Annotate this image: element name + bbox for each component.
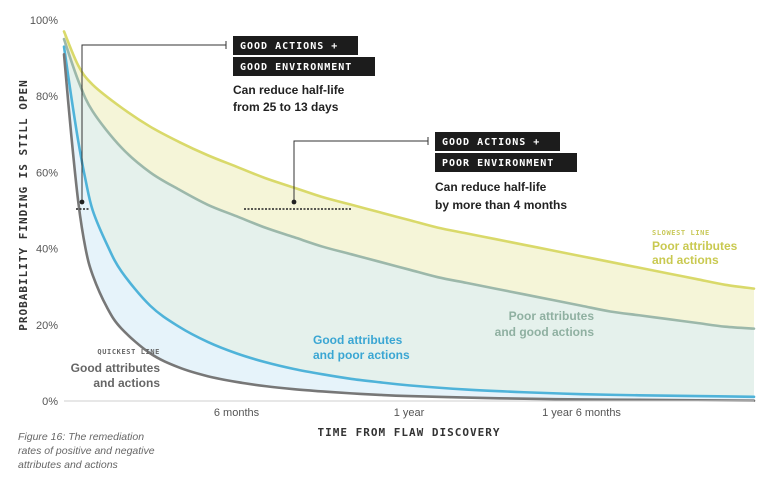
series-label-good-poor-2: and poor actions bbox=[313, 348, 410, 362]
callout-1-text-1: Can reduce half-life bbox=[233, 83, 345, 97]
area-fills bbox=[64, 31, 754, 401]
line-good-attributes-and-actions bbox=[62, 52, 756, 402]
label-good-poor: Good attributes and poor actions bbox=[313, 333, 410, 362]
callout-1-title-2: GOOD ENVIRONMENT bbox=[240, 62, 352, 73]
label-quickest-line: QUICKEST LINE Good attributes and action… bbox=[71, 348, 161, 390]
series-label-poor-poor-1: Poor attributes bbox=[652, 239, 738, 253]
y-axis-title: PROBABILITY FINDING IS STILL OPEN bbox=[17, 79, 30, 331]
y-tick-label: 40% bbox=[36, 244, 58, 256]
callout-1-title-1: GOOD ACTIONS + bbox=[240, 41, 338, 52]
slowest-line-tag: SLOWEST LINE bbox=[652, 229, 710, 237]
y-tick-label: 0% bbox=[42, 396, 58, 408]
x-tick-label: 1 year bbox=[394, 407, 425, 419]
callout-2-dot bbox=[291, 199, 297, 205]
callout-2-text-1: Can reduce half-life bbox=[435, 180, 547, 194]
callout-1-box-line-1 bbox=[233, 36, 358, 55]
y-tick-label: 60% bbox=[36, 167, 58, 179]
y-tick-label: 100% bbox=[30, 15, 58, 27]
y-axis-ticks: 0% 20% 40% 60% 80% 100% bbox=[30, 15, 58, 408]
callout-2-box-line-2 bbox=[435, 153, 577, 172]
callout-1-box-line-2 bbox=[233, 57, 375, 76]
callout-poor-environment: GOOD ACTIONS + POOR ENVIRONMENT Can redu… bbox=[244, 132, 577, 212]
series-label-good-good-1: Good attributes bbox=[71, 361, 161, 375]
quickest-line-tag: QUICKEST LINE bbox=[97, 348, 160, 356]
callout-2-box-line-1 bbox=[435, 132, 560, 151]
callout-good-environment: GOOD ACTIONS + GOOD ENVIRONMENT Can redu… bbox=[76, 36, 375, 210]
x-axis-ticks: 6 months 1 year 1 year 6 months bbox=[214, 407, 622, 419]
fill-between-poor-good-and-good-poor bbox=[64, 39, 754, 397]
callout-2-title-1: GOOD ACTIONS + bbox=[442, 137, 540, 148]
series-lines bbox=[62, 30, 756, 402]
y-tick-label: 20% bbox=[36, 320, 58, 332]
label-poor-good: Poor attributes and good actions bbox=[495, 309, 595, 339]
callout-1-text-2: from 25 to 13 days bbox=[233, 100, 339, 114]
callout-1-dot bbox=[79, 199, 85, 205]
callout-2-text-2: by more than 4 months bbox=[435, 198, 567, 212]
series-label-poor-poor-2: and actions bbox=[652, 253, 719, 267]
callout-2-leader bbox=[293, 140, 428, 202]
series-label-good-poor-1: Good attributes bbox=[313, 333, 403, 347]
series-label-poor-good-1: Poor attributes bbox=[509, 309, 595, 323]
line-good-attributes-and-poor-actions bbox=[62, 45, 756, 399]
series-label-good-good-2: and actions bbox=[93, 376, 160, 390]
x-tick-label: 6 months bbox=[214, 407, 260, 419]
line-poor-attributes-and-good-actions bbox=[62, 37, 756, 330]
label-slowest-line: SLOWEST LINE Poor attributes and actions bbox=[652, 229, 738, 267]
x-axis-title: TIME FROM FLAW DISCOVERY bbox=[318, 426, 501, 439]
series-label-poor-good-2: and good actions bbox=[495, 325, 595, 339]
callout-1-leader bbox=[81, 44, 226, 202]
y-tick-label: 80% bbox=[36, 91, 58, 103]
x-tick-label: 1 year 6 months bbox=[542, 407, 621, 419]
line-poor-attributes-and-actions bbox=[62, 30, 756, 290]
callout-2-title-2: POOR ENVIRONMENT bbox=[442, 158, 554, 169]
figure-caption: Figure 16: The remediation rates of posi… bbox=[18, 431, 155, 471]
